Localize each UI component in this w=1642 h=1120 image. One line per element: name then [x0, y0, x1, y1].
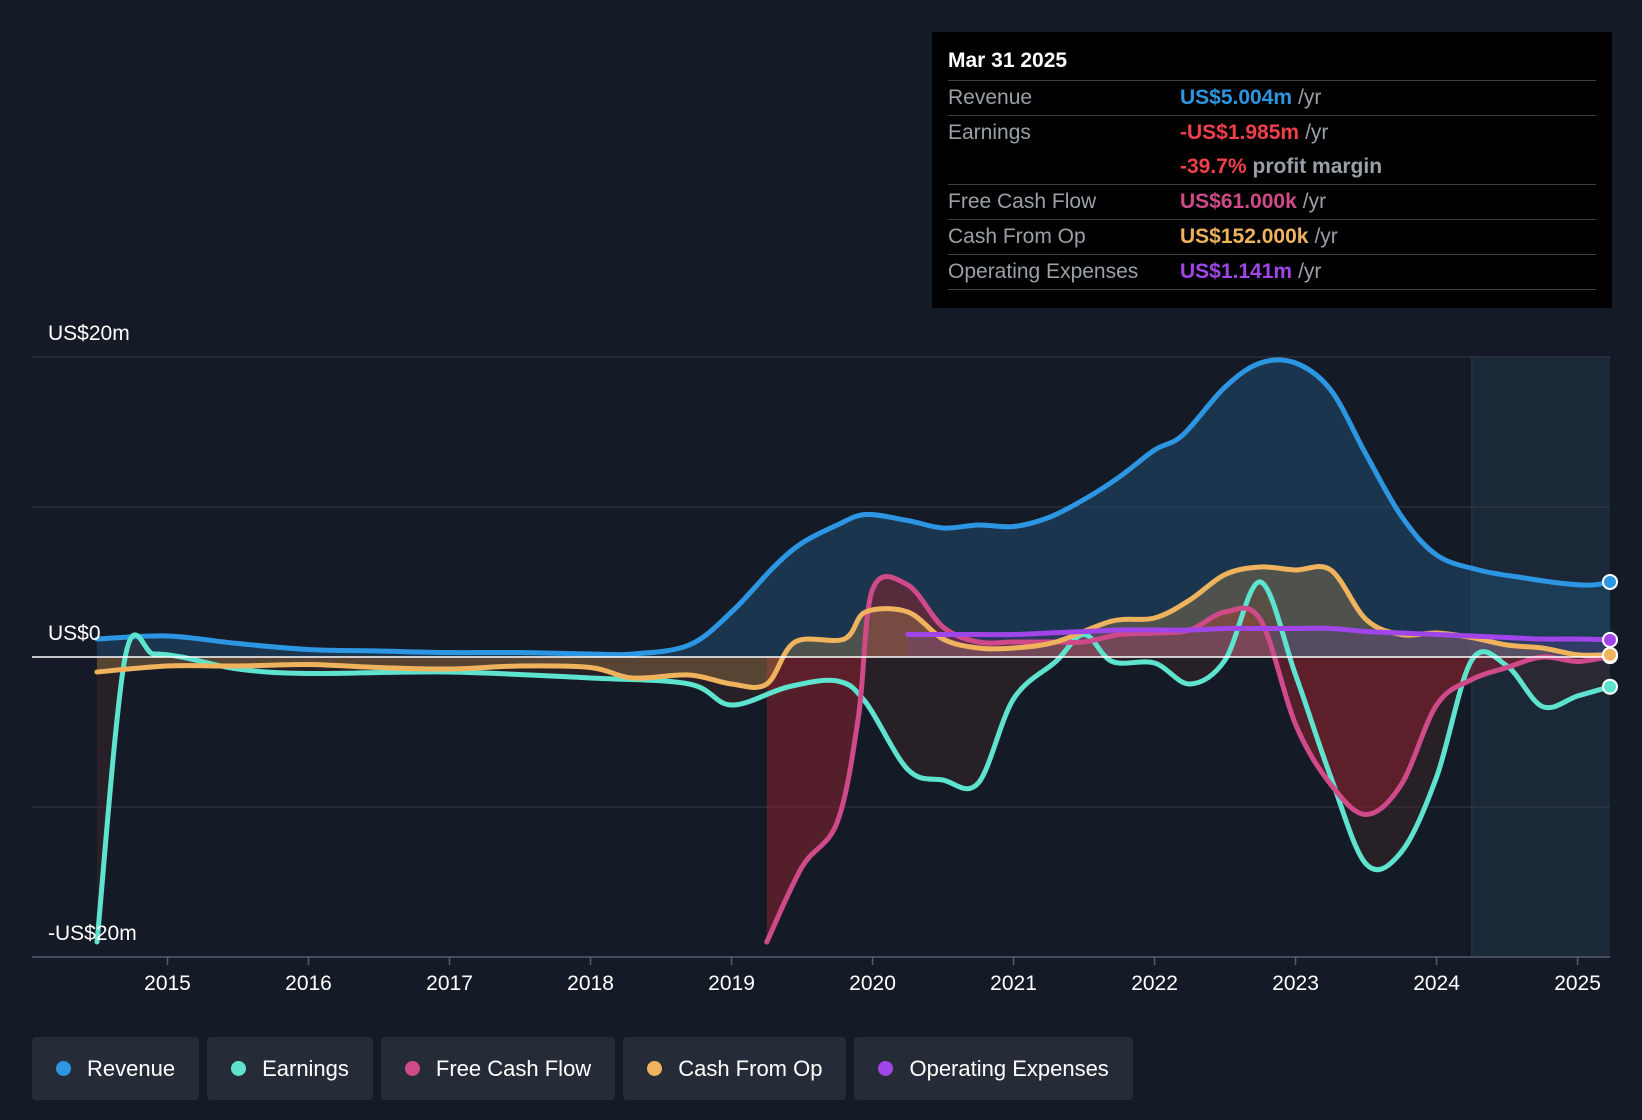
tooltip-row-opex: Operating Expenses US$1.141m/yr: [948, 255, 1596, 290]
x-tick-label-2025: 2025: [1554, 972, 1601, 995]
y-label-zero: US$0: [48, 622, 101, 645]
legend-item-operating-expenses[interactable]: Operating Expenses: [854, 1037, 1132, 1100]
legend-item-cash-from-op[interactable]: Cash From Op: [623, 1037, 846, 1100]
x-tick-label-2017: 2017: [426, 972, 473, 995]
revenue-area: [97, 360, 1610, 657]
tooltip-fcf-value: US$61.000k: [1180, 190, 1297, 213]
tooltip-row-fcf: Free Cash Flow US$61.000k/yr: [948, 185, 1596, 220]
tooltip-row-earnings: Earnings -US$1.985m/yr: [948, 116, 1596, 150]
tooltip-date: Mar 31 2025: [948, 46, 1596, 81]
y-label-bottom: -US$20m: [48, 922, 137, 945]
x-tick-label-2019: 2019: [708, 972, 755, 995]
revenue-dot-icon: [56, 1061, 71, 1076]
tooltip-opex-unit: /yr: [1298, 260, 1321, 283]
operating-expenses-end-point: [1603, 633, 1617, 647]
tooltip-row-margin: -39.7% profit margin: [948, 150, 1596, 185]
earnings-end-point: [1603, 680, 1617, 694]
x-tick-label-2023: 2023: [1272, 972, 1319, 995]
tooltip-revenue-unit: /yr: [1298, 86, 1321, 109]
tooltip-opex-value: US$1.141m: [1180, 260, 1292, 283]
y-label-top: US$20m: [48, 322, 130, 345]
tooltip-panel: Mar 31 2025 Revenue US$5.004m/yr Earning…: [932, 32, 1612, 308]
tooltip-opex-label: Operating Expenses: [948, 255, 1180, 289]
x-axis-ticks: 2015 2016 2017 2018 2019 2020 2021 2022 2023 2024…: [144, 957, 1601, 995]
tooltip-revenue-label: Revenue: [948, 81, 1180, 115]
tooltip-margin-unit: profit margin: [1253, 155, 1383, 178]
revenue-end-point: [1603, 575, 1617, 589]
tooltip-earnings-label: Earnings: [948, 116, 1180, 150]
tooltip-cfo-label: Cash From Op: [948, 220, 1180, 254]
x-tick-label-2018: 2018: [567, 972, 614, 995]
tooltip-fcf-unit: /yr: [1303, 190, 1326, 213]
x-tick-label-2015: 2015: [144, 972, 191, 995]
tooltip-earnings-unit: /yr: [1305, 121, 1328, 144]
earnings-dot-icon: [231, 1061, 246, 1076]
tooltip-revenue-value: US$5.004m: [1180, 86, 1292, 109]
legend-item-earnings[interactable]: Earnings: [207, 1037, 373, 1100]
legend-item-free-cash-flow[interactable]: Free Cash Flow: [381, 1037, 615, 1100]
tooltip-fcf-label: Free Cash Flow: [948, 185, 1180, 219]
x-tick-label-2021: 2021: [990, 972, 1037, 995]
legend-item-revenue[interactable]: Revenue: [32, 1037, 199, 1100]
legend-label-free-cash-flow: Free Cash Flow: [436, 1056, 591, 1082]
legend-label-operating-expenses: Operating Expenses: [909, 1056, 1108, 1082]
legend-label-revenue: Revenue: [87, 1056, 175, 1082]
x-tick-label-2020: 2020: [849, 972, 896, 995]
x-tick-label-2022: 2022: [1131, 972, 1178, 995]
x-tick-label-2024: 2024: [1413, 972, 1460, 995]
tooltip-row-revenue: Revenue US$5.004m/yr: [948, 81, 1596, 116]
legend: Revenue Earnings Free Cash Flow Cash Fro…: [32, 1037, 1133, 1100]
operating-expenses-dot-icon: [878, 1061, 893, 1076]
x-tick-label-2016: 2016: [285, 972, 332, 995]
legend-label-earnings: Earnings: [262, 1056, 349, 1082]
tooltip-row-cfo: Cash From Op US$152.000k/yr: [948, 220, 1596, 255]
legend-label-cash-from-op: Cash From Op: [678, 1056, 822, 1082]
tooltip-earnings-value: -US$1.985m: [1180, 121, 1299, 144]
cash-from-op-dot-icon: [647, 1061, 662, 1076]
tooltip-cfo-value: US$152.000k: [1180, 225, 1308, 248]
tooltip-cfo-unit: /yr: [1314, 225, 1337, 248]
free-cash-flow-dot-icon: [405, 1061, 420, 1076]
tooltip-margin-value: -39.7%: [1180, 155, 1247, 178]
cash-from-op-end-point: [1603, 648, 1617, 662]
